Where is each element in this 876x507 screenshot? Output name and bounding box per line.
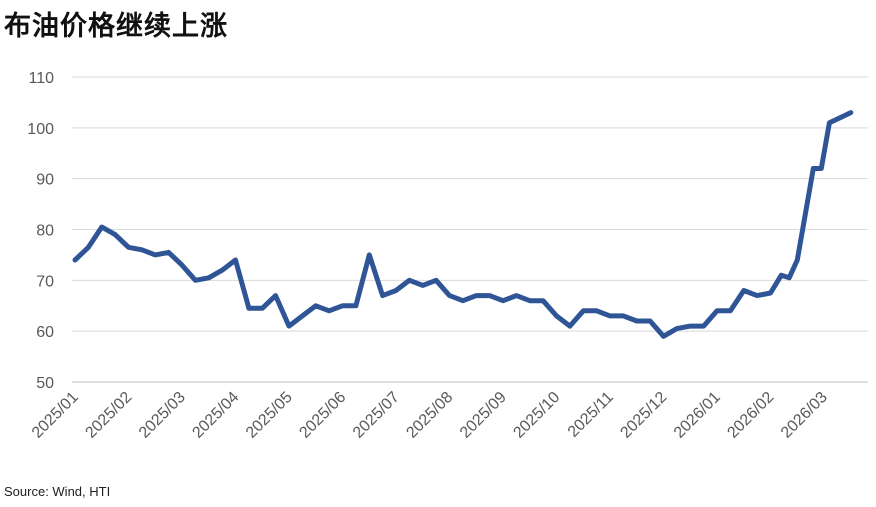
y-axis-ticks: 50 60 70 80 90 100 110 xyxy=(27,70,54,392)
gridlines xyxy=(72,76,868,383)
y-tick-label: 50 xyxy=(36,375,54,392)
x-tick-label: 2025/12 xyxy=(617,389,670,442)
brent-price-line xyxy=(72,110,854,339)
series-layer xyxy=(72,110,854,339)
x-tick-label: 2025/03 xyxy=(136,389,189,442)
x-tick-label: 2025/02 xyxy=(82,389,135,442)
x-axis-ticks: 2025/01 2025/02 2025/03 2025/04 2025/05 2025/… xyxy=(29,389,831,442)
x-tick-label: 2025/09 xyxy=(457,389,510,442)
x-tick-label: 2026/03 xyxy=(778,389,831,442)
chart-title: 布油价格继续上涨 xyxy=(4,11,228,42)
x-tick-label: 2025/01 xyxy=(29,389,82,442)
y-tick-label: 70 xyxy=(36,273,54,290)
y-tick-label: 80 xyxy=(36,223,54,240)
x-tick-label: 2025/11 xyxy=(565,389,617,441)
x-tick-label: 2026/02 xyxy=(724,389,777,442)
y-tick-label: 110 xyxy=(28,70,54,87)
x-tick-label: 2025/05 xyxy=(243,389,296,442)
source-note: Source: Wind, HTI xyxy=(4,484,111,499)
x-tick-label: 2025/04 xyxy=(189,389,242,442)
x-tick-label: 2025/08 xyxy=(403,389,456,442)
x-tick-label: 2025/07 xyxy=(350,389,403,442)
x-tick-label: 2025/10 xyxy=(510,389,563,442)
x-tick-label: 2025/06 xyxy=(296,389,349,442)
y-tick-label: 90 xyxy=(36,172,54,189)
x-tick-label: 2026/01 xyxy=(671,389,724,442)
y-tick-label: 60 xyxy=(36,324,54,341)
y-tick-label: 100 xyxy=(27,121,54,138)
